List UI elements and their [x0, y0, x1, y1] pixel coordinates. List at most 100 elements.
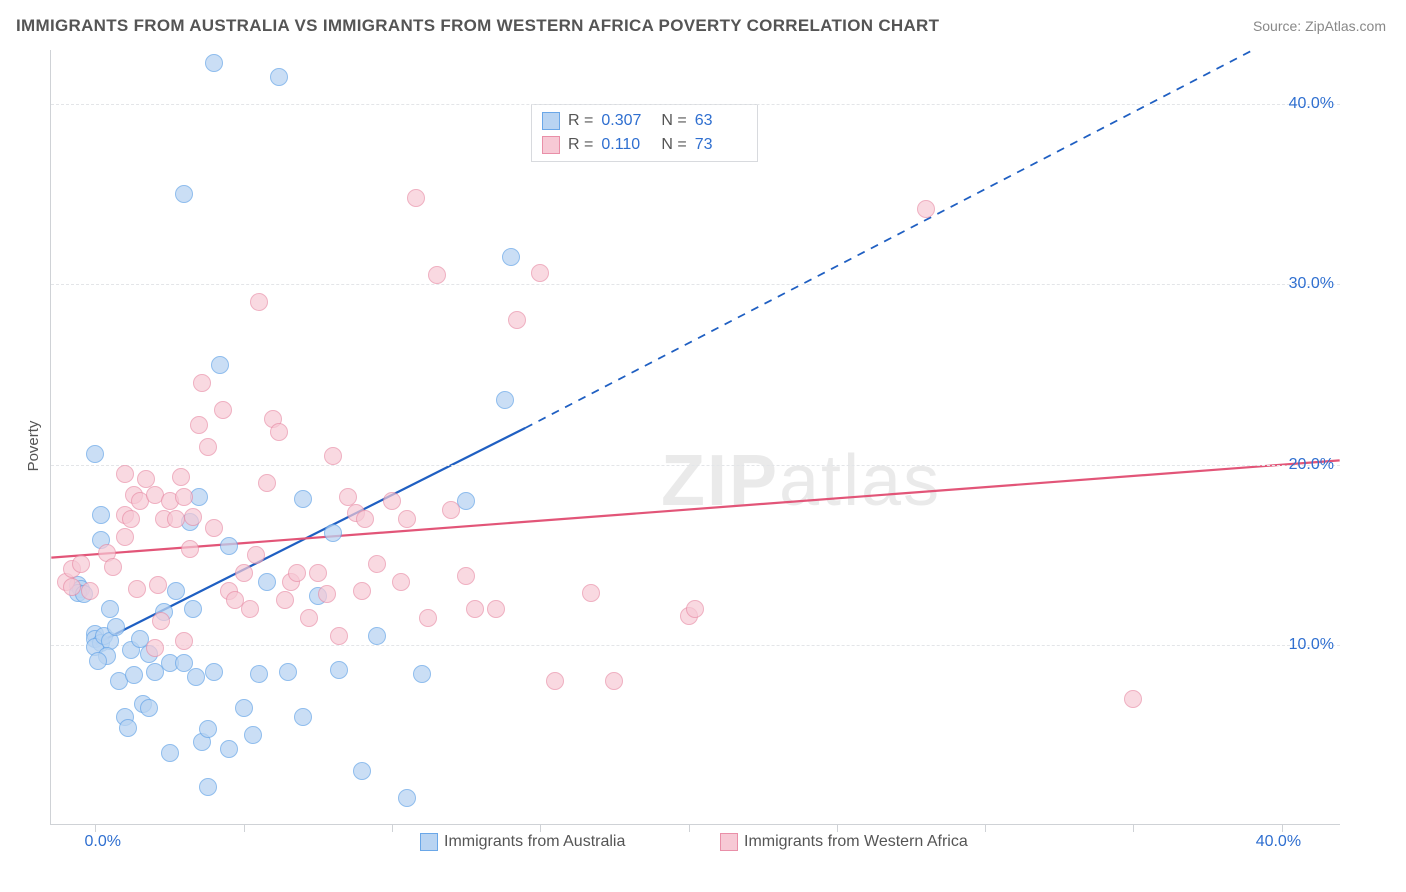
gridline — [51, 465, 1340, 466]
data-point-western_africa — [917, 200, 935, 218]
data-point-australia — [502, 248, 520, 266]
data-point-western_africa — [235, 564, 253, 582]
data-point-australia — [324, 524, 342, 542]
data-point-western_africa — [247, 546, 265, 564]
legend-swatch — [542, 136, 560, 154]
data-point-australia — [294, 708, 312, 726]
legend-swatch — [420, 833, 438, 851]
data-point-western_africa — [309, 564, 327, 582]
data-point-western_africa — [250, 293, 268, 311]
legend-swatch — [542, 112, 560, 130]
data-point-australia — [89, 652, 107, 670]
data-point-western_africa — [258, 474, 276, 492]
gridline — [51, 104, 1340, 105]
correlation-legend: R =0.307N =63R =0.110N =73 — [531, 104, 758, 162]
data-point-western_africa — [193, 374, 211, 392]
data-point-australia — [330, 661, 348, 679]
data-point-western_africa — [324, 447, 342, 465]
data-point-australia — [119, 719, 137, 737]
gridline — [51, 645, 1340, 646]
data-point-western_africa — [457, 567, 475, 585]
data-point-western_africa — [300, 609, 318, 627]
data-point-western_africa — [368, 555, 386, 573]
y-tick-label: 30.0% — [1289, 275, 1334, 293]
data-point-australia — [413, 665, 431, 683]
data-point-australia — [199, 778, 217, 796]
gridline — [51, 284, 1340, 285]
data-point-australia — [279, 663, 297, 681]
data-point-western_africa — [686, 600, 704, 618]
data-point-western_africa — [407, 189, 425, 207]
data-point-western_africa — [442, 501, 460, 519]
data-point-western_africa — [205, 519, 223, 537]
data-point-western_africa — [116, 465, 134, 483]
legend-row: R =0.307N =63 — [542, 109, 747, 133]
data-point-western_africa — [199, 438, 217, 456]
data-point-western_africa — [487, 600, 505, 618]
data-point-australia — [187, 668, 205, 686]
data-point-australia — [398, 789, 416, 807]
data-point-australia — [496, 391, 514, 409]
x-tick — [1282, 824, 1283, 832]
data-point-western_africa — [466, 600, 484, 618]
watermark-bold: ZIP — [661, 441, 779, 521]
data-point-western_africa — [175, 632, 193, 650]
data-point-western_africa — [330, 627, 348, 645]
legend-n-label: N = — [661, 109, 686, 133]
data-point-australia — [101, 600, 119, 618]
data-point-western_africa — [190, 416, 208, 434]
data-point-western_africa — [392, 573, 410, 591]
x-tick — [837, 824, 838, 832]
legend-series-label: Immigrants from Australia — [444, 833, 625, 851]
data-point-western_africa — [122, 510, 140, 528]
data-point-western_africa — [167, 510, 185, 528]
data-point-western_africa — [146, 639, 164, 657]
data-point-australia — [184, 600, 202, 618]
data-point-australia — [211, 356, 229, 374]
data-point-australia — [199, 720, 217, 738]
data-point-western_africa — [128, 580, 146, 598]
y-axis-label: Poverty — [25, 421, 42, 472]
data-point-western_africa — [582, 584, 600, 602]
source-attribution: Source: ZipAtlas.com — [1253, 18, 1386, 34]
data-point-australia — [244, 726, 262, 744]
series-legend-item: Immigrants from Australia — [420, 833, 625, 851]
series-legend-item: Immigrants from Western Africa — [720, 833, 968, 851]
x-axis-min-label: 0.0% — [84, 833, 120, 851]
legend-series-label: Immigrants from Western Africa — [744, 833, 968, 851]
data-point-australia — [368, 627, 386, 645]
data-point-western_africa — [356, 510, 374, 528]
legend-r-value: 0.110 — [601, 133, 653, 157]
y-tick-label: 20.0% — [1289, 456, 1334, 474]
data-point-western_africa — [172, 468, 190, 486]
data-point-australia — [167, 582, 185, 600]
legend-swatch — [720, 833, 738, 851]
data-point-australia — [250, 665, 268, 683]
legend-n-value: 63 — [695, 109, 747, 133]
legend-n-label: N = — [661, 133, 686, 157]
data-point-australia — [161, 744, 179, 762]
data-point-western_africa — [149, 576, 167, 594]
x-tick — [392, 824, 393, 832]
data-point-western_africa — [1124, 690, 1142, 708]
data-point-western_africa — [81, 582, 99, 600]
data-point-australia — [457, 492, 475, 510]
x-axis-max-label: 40.0% — [1256, 833, 1301, 851]
data-point-western_africa — [288, 564, 306, 582]
chart-title: IMMIGRANTS FROM AUSTRALIA VS IMMIGRANTS … — [16, 16, 939, 36]
data-point-western_africa — [383, 492, 401, 510]
data-point-australia — [125, 666, 143, 684]
data-point-australia — [92, 506, 110, 524]
data-point-western_africa — [398, 510, 416, 528]
data-point-australia — [220, 740, 238, 758]
data-point-western_africa — [152, 612, 170, 630]
data-point-western_africa — [353, 582, 371, 600]
data-point-western_africa — [184, 508, 202, 526]
data-point-australia — [175, 185, 193, 203]
data-point-australia — [353, 762, 371, 780]
y-tick-label: 40.0% — [1289, 95, 1334, 113]
data-point-australia — [294, 490, 312, 508]
x-tick — [95, 824, 96, 832]
data-point-australia — [205, 54, 223, 72]
data-point-western_africa — [419, 609, 437, 627]
